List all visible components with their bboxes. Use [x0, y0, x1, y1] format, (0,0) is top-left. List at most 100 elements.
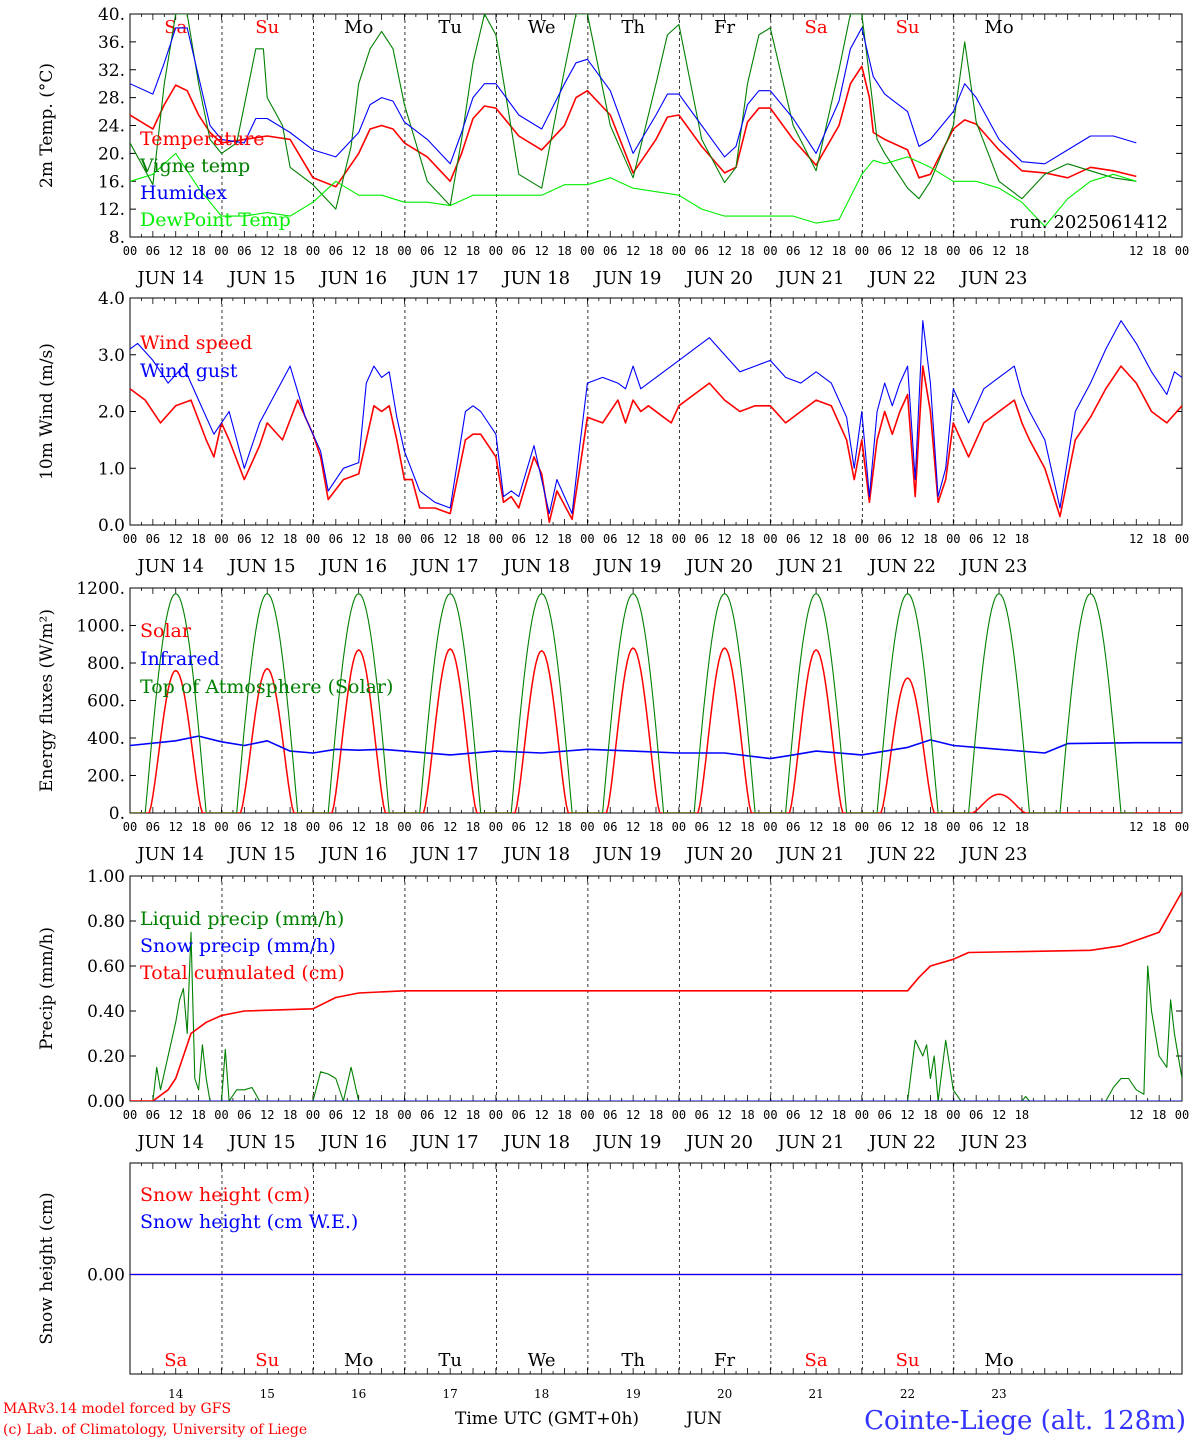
hour-tick-label: 00 [489, 244, 503, 258]
hour-tick-label: 18 [923, 244, 937, 258]
hour-tick-label: 12 [1129, 244, 1143, 258]
hour-tick-label: 18 [832, 820, 846, 834]
date-label: JUN 23 [959, 844, 1028, 865]
hour-tick-label: 18 [283, 244, 297, 258]
y-tick-label: 0.60 [87, 957, 125, 977]
hour-tick-label: 18 [1015, 820, 1029, 834]
y-tick-label: 0. [109, 804, 125, 824]
hour-tick-label: 06 [329, 532, 343, 546]
hour-tick-label: 18 [283, 820, 297, 834]
hour-tick-label: 12 [534, 244, 548, 258]
series-group [130, 320, 1182, 524]
hour-tick-label: 18 [923, 532, 937, 546]
panel-2: 0.0 1.0 2.0 3.0 4.0 10m Wind (m/s) 00 06 12 18 00 0… [37, 289, 1189, 577]
date-label: JUN 15 [227, 1132, 296, 1153]
hour-tick-label: 00 [214, 1108, 228, 1122]
y-tick-label: 0.0 [98, 516, 125, 536]
hour-tick-label: 12 [260, 1108, 274, 1122]
hour-tick-label: 18 [191, 1108, 205, 1122]
hour-tick-label: 00 [214, 532, 228, 546]
hour-tick-label: 06 [969, 532, 983, 546]
hour-tick-label: 12 [534, 532, 548, 546]
day-number-label: 14 [168, 1387, 184, 1401]
legend-entry: Wind gust [140, 360, 238, 382]
hour-tick-label: 18 [1152, 532, 1166, 546]
hour-tick-label: 12 [443, 1108, 457, 1122]
hour-tick-label: 12 [351, 1108, 365, 1122]
hour-tick-label: 06 [237, 820, 251, 834]
hour-tick-label: 12 [717, 532, 731, 546]
y-tick-label: 24. [98, 117, 125, 137]
y-tick-label: 20. [98, 144, 125, 164]
hour-tick-label: 06 [603, 244, 617, 258]
hour-tick-label: 18 [1152, 1108, 1166, 1122]
y-axis-label: Precip (mm/h) [37, 927, 57, 1050]
date-label: JUN 19 [593, 556, 662, 577]
hour-tick-label: 18 [923, 820, 937, 834]
series-infrared [130, 735, 1182, 760]
hour-tick-label: 06 [969, 244, 983, 258]
hour-tick-label: 12 [351, 820, 365, 834]
hour-tick-label: 18 [649, 532, 663, 546]
hour-tick-label: 00 [214, 820, 228, 834]
hour-tick-label: 00 [306, 1108, 320, 1122]
y-tick-label: 8. [109, 228, 125, 248]
date-label: JUN 20 [684, 1132, 753, 1153]
hour-tick-label: 18 [557, 1108, 571, 1122]
hour-tick-label: 06 [146, 820, 160, 834]
weekday-label: Th [621, 1350, 645, 1371]
date-label: JUN 22 [867, 268, 936, 289]
date-label: JUN 19 [593, 268, 662, 289]
day-number-label: 18 [534, 1387, 549, 1401]
hour-tick-label: 00 [672, 820, 686, 834]
hour-tick-label: 00 [306, 532, 320, 546]
hour-tick-label: 12 [717, 820, 731, 834]
hour-tick-label: 18 [740, 820, 754, 834]
panel-4: 0.00 0.20 0.40 0.60 0.80 1.00 Precip (mm/h) 00 0… [37, 867, 1189, 1153]
legend-entry: Humidex [140, 182, 227, 204]
hour-tick-label: 00 [855, 820, 869, 834]
series-wind-speed [130, 365, 1182, 524]
hour-tick-label: 00 [397, 532, 411, 546]
y-tick-label: 28. [98, 89, 125, 109]
hour-tick-label: 18 [466, 1108, 480, 1122]
legend-entry: Solar [140, 620, 192, 642]
hour-tick-label: 18 [740, 1108, 754, 1122]
hour-tick-label: 00 [489, 820, 503, 834]
y-tick-label: 0.40 [87, 1002, 125, 1022]
weekday-label: Th [621, 17, 645, 38]
legend-entry: Total cumulated (cm) [140, 962, 345, 984]
date-label: JUN 20 [684, 268, 753, 289]
hour-tick-label: 18 [832, 532, 846, 546]
date-label: JUN 15 [227, 268, 296, 289]
hour-tick-label: 12 [534, 1108, 548, 1122]
date-label: JUN 17 [410, 844, 479, 865]
hour-tick-label: 18 [649, 1108, 663, 1122]
date-label: JUN 20 [684, 844, 753, 865]
hour-tick-label: 06 [420, 1108, 434, 1122]
hour-tick-label: 12 [809, 244, 823, 258]
hour-tick-label: 00 [946, 820, 960, 834]
series-temperature [130, 65, 1137, 188]
weekday-label: Tu [438, 17, 462, 38]
hour-tick-label: 12 [809, 532, 823, 546]
footer-copyright-line: (c) Lab. of Climatology, University of L… [3, 1422, 307, 1438]
weekday-label: Tu [438, 1350, 462, 1371]
hour-tick-label: 06 [237, 532, 251, 546]
hour-tick-label: 06 [512, 244, 526, 258]
legend-entry: Top of Atmosphere (Solar) [140, 676, 393, 698]
date-label: JUN 21 [776, 556, 845, 577]
hour-tick-label: 18 [466, 532, 480, 546]
hour-tick-label: 12 [260, 820, 274, 834]
legend-entry: Vigne temp [139, 155, 250, 177]
hour-tick-label: 00 [946, 244, 960, 258]
day-number-label: 16 [351, 1387, 366, 1401]
hour-tick-label: 00 [123, 532, 137, 546]
day-number-label: 15 [260, 1387, 275, 1401]
hour-tick-label: 12 [351, 532, 365, 546]
hour-tick-label: 00 [214, 244, 228, 258]
panel-3: 0. 200. 400. 600. 800. 1000. 1200. Energy fluxe… [37, 579, 1189, 865]
hour-tick-label: 00 [1175, 820, 1189, 834]
hour-tick-label: 18 [374, 532, 388, 546]
hour-tick-label: 12 [900, 532, 914, 546]
